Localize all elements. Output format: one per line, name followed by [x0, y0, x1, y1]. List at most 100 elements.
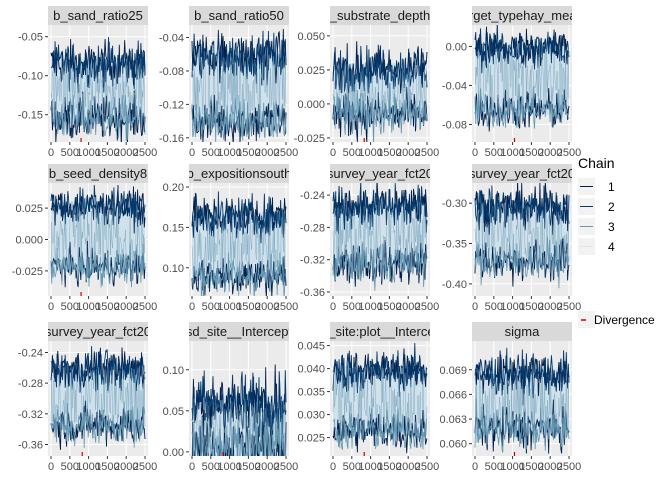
y-tick-label: 0.20: [163, 182, 184, 194]
y-tick-label: 0.030: [297, 410, 325, 422]
legend-key-label: 4: [608, 240, 615, 254]
x-tick-label: 2500: [274, 301, 298, 313]
y-tick-label: 0.000: [297, 99, 325, 111]
x-tick-label: 0: [189, 147, 195, 159]
facet-strip-label: b_survey_year_fct2022: [30, 324, 165, 339]
x-tick-label: 0: [472, 461, 478, 473]
y-tick-label: -0.35: [442, 239, 467, 251]
x-tick-label: 0: [472, 147, 478, 159]
y-tick-label: -0.05: [18, 32, 43, 44]
panel-sd-site-plot-intercept: sd_site:plot__Intercept0.0250.0300.0350.…: [297, 322, 445, 473]
x-tick-label: 0: [330, 301, 336, 313]
facet-strip-label: b_target_typehay_meadow: [444, 8, 601, 23]
y-tick-label: -0.36: [18, 440, 43, 452]
x-tick-label: 2500: [557, 301, 581, 313]
x-axis: 0 5001000150020002500: [48, 296, 157, 313]
x-tick-label: 0: [48, 147, 54, 159]
y-axis: -0.36 -0.32 -0.28 -0.24: [300, 190, 330, 299]
y-axis: 0.060 0.063 0.066 0.069: [439, 365, 472, 451]
x-tick-label: 2500: [557, 461, 581, 473]
panel-b-sand-ratio25: b_sand_ratio25 -0.15 -0.10 -0.05 0 5001000150…: [18, 6, 157, 159]
facet-strip-label: sd_site__Intercept: [186, 324, 293, 339]
y-tick-label: 0.066: [439, 389, 467, 401]
legend-divergence-swatch: [578, 311, 595, 328]
y-tick-label: 0.035: [297, 387, 325, 399]
y-tick-label: -0.16: [159, 133, 184, 145]
legend-title: Chain: [578, 155, 615, 171]
x-tick-label: 0: [48, 461, 54, 473]
x-axis: 0 5001000150020002500: [330, 142, 439, 159]
x-tick-label: 2500: [133, 147, 157, 159]
y-tick-label: -0.08: [442, 119, 467, 131]
y-tick-label: 0.05: [163, 406, 184, 418]
y-tick-label: -0.12: [159, 99, 184, 111]
x-tick-label: 2500: [133, 461, 157, 473]
y-axis: -0.0250.0000.0250.050: [294, 31, 330, 145]
panel-b-substrate-depth3: b_substrate_depth3-0.0250.0000.0250.0500…: [294, 6, 439, 159]
facet-panels: b_sand_ratio25-0.15-0.10-0.050 5001000150…: [12, 6, 601, 480]
panel-b-seed-density8: b_seed_density8-0.0250.0000.0250 50010001…: [12, 164, 157, 313]
y-tick-label: -0.10: [18, 71, 43, 83]
legend-key-label: 1: [608, 180, 615, 194]
panel-b-expositionsouth: b_expositionsouth0.100.150.200 5001000150…: [163, 164, 299, 313]
y-axis: -0.08-0.040.00: [442, 41, 472, 131]
legend-key-label: 3: [608, 220, 615, 234]
y-axis: -0.40-0.35-0.30: [442, 198, 472, 291]
y-axis: 0.00 0.05 0.10: [163, 365, 189, 459]
y-tick-label: -0.04: [159, 33, 184, 45]
panel-b-sand-ratio50: b_sand_ratio50-0.16-0.12-0.08-0.040 50010…: [159, 6, 298, 159]
panel-b-target-typehay-meadow: b_target_typehay_meadow -0.08 -0.04 0.00 0 50…: [442, 6, 601, 159]
y-tick-label: 0.069: [439, 365, 467, 377]
facet-strip-label: b_substrate_depth3: [323, 8, 438, 23]
y-tick-label: -0.24: [18, 348, 43, 360]
y-axis: 0.025 0.030 0.035 0.040 0.045: [297, 341, 330, 445]
y-tick-label: -0.04: [442, 80, 467, 92]
y-tick-label: -0.32: [300, 255, 325, 267]
x-tick-label: 0: [330, 147, 336, 159]
x-tick-label: 0: [330, 461, 336, 473]
legend-key-chain-3: 3: [578, 218, 615, 235]
facet-strip-label: b_sand_ratio50: [194, 8, 284, 23]
y-tick-label: 0.15: [163, 222, 184, 234]
panel-sigma: sigma0.0600.0630.0660.0690 50010001500200…: [439, 322, 581, 473]
y-tick-label: 0.10: [163, 365, 184, 377]
facet-strip-label: sigma: [505, 324, 540, 339]
facet-strip-label: sd_site:plot__Intercept: [315, 324, 446, 339]
x-axis: 0 5001000150020002500: [189, 456, 298, 473]
x-tick-label: 0: [189, 461, 195, 473]
facet-strip-label: b_survey_year_fct2021: [454, 166, 589, 181]
y-tick-label: 0.00: [163, 447, 184, 459]
y-tick-label: 0.060: [439, 439, 467, 451]
facet-strip-label: b_expositionsouth: [187, 166, 292, 181]
y-tick-label: -0.36: [300, 287, 325, 299]
y-tick-label: 0.050: [297, 31, 325, 43]
x-axis: 0 5001000150020002500: [472, 456, 581, 473]
legend-divergence-label: Divergence: [594, 313, 655, 327]
y-axis: -0.16 -0.12 -0.08 -0.04: [159, 33, 189, 145]
y-tick-label: 0.040: [297, 364, 325, 376]
legend-divergence-key: Divergence: [578, 311, 655, 328]
panel-b-survey-year-fct2020: b_survey_year_fct2020 -0.36 -0.32 -0.28 -0.2…: [300, 164, 448, 313]
y-tick-label: 0.045: [297, 341, 325, 353]
y-axis: 0.10 0.15 0.20: [163, 182, 189, 275]
y-tick-label: 0.10: [163, 263, 184, 275]
legend-key-chain-1: 1: [578, 178, 615, 195]
legend-key-label: 2: [608, 200, 615, 214]
legend-key-chain-4: 4: [578, 238, 615, 255]
legend: Chain 1 2 3 4 Divergence: [578, 155, 655, 328]
y-tick-label: -0.32: [18, 409, 43, 421]
y-tick-label: -0.28: [300, 222, 325, 234]
x-tick-label: 0: [189, 301, 195, 313]
y-tick-label: -0.24: [300, 190, 325, 202]
x-axis: 0 5001000150020002500: [472, 142, 581, 159]
y-tick-label: -0.28: [18, 378, 43, 390]
y-tick-label: 0.025: [297, 65, 325, 77]
y-tick-label: 0.025: [297, 433, 325, 445]
legend-keys: 1 2 3 4: [578, 178, 615, 255]
x-tick-label: 2500: [415, 301, 439, 313]
